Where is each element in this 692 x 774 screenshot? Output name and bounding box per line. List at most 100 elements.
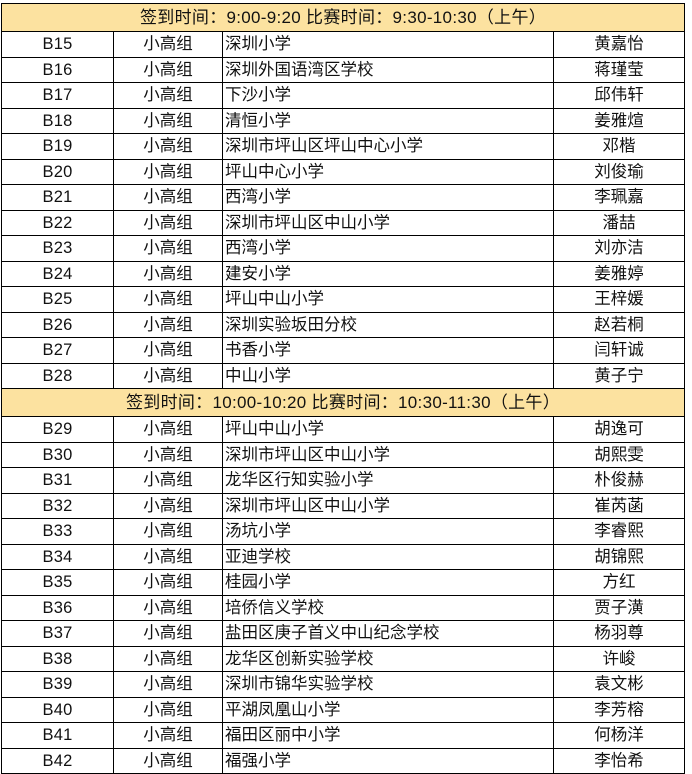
table-row: B30 小高组 深圳市坪山区中山小学 胡熙雯 [1,441,686,468]
cell-group: 小高组 [113,492,223,519]
cell-participant-name: 崔芮菡 [552,492,686,519]
cell-school: 深圳市坪山区中山小学 [222,209,554,236]
cell-participant-name: 邱伟轩 [552,82,686,109]
cell-group: 小高组 [113,209,223,236]
cell-group: 小高组 [113,82,223,109]
cell-group: 小高组 [113,260,223,287]
cell-participant-name: 杨羽尊 [552,620,686,647]
cell-participant-id: B42 [1,747,114,774]
cell-group: 小高组 [113,569,223,596]
cell-school: 龙华区创新实验学校 [222,645,554,672]
spreadsheet-canvas: 签到时间：9:00-9:20 比赛时间：9:30-10:30（上午） B15 小高组… [0,3,686,774]
cell-participant-name: 李怡希 [552,747,686,774]
table-row: B25 小高组 坪山中山小学 王梓媛 [1,286,686,313]
cell-participant-name: 潘喆 [552,209,686,236]
cell-participant-name: 邓楷 [552,133,686,160]
session-header-label: 签到时间：9:00-9:20 比赛时间：9:30-10:30（上午） [0,3,686,32]
table-row: B37 小高组 盐田区庚子首义中山纪念学校 杨羽尊 [1,620,686,647]
cell-participant-id: B17 [1,82,114,109]
table-row: B27 小高组 书香小学 闫轩诚 [1,337,686,364]
cell-school: 下沙小学 [222,82,554,109]
table-row: B32 小高组 深圳市坪山区中山小学 崔芮菡 [1,492,686,519]
cell-school: 桂园小学 [222,569,554,596]
cell-group: 小高组 [113,467,223,494]
cell-participant-name: 李芳榕 [552,696,686,723]
cell-school: 深圳市坪山区中山小学 [222,492,554,519]
cell-participant-id: B29 [1,416,114,443]
cell-school: 汤坑小学 [222,518,554,545]
table-row: B41 小高组 福田区丽中小学 何杨洋 [1,722,686,749]
cell-participant-id: B18 [1,107,114,134]
cell-participant-name: 姜雅煊 [552,107,686,134]
table-row: B18 小高组 清恒小学 姜雅煊 [1,107,686,134]
cell-school: 福强小学 [222,747,554,774]
table-row: B31 小高组 龙华区行知实验小学 朴俊赫 [1,467,686,494]
table-row: B40 小高组 平湖凤凰山小学 李芳榕 [1,696,686,723]
cell-school: 建安小学 [222,260,554,287]
table-row: B36 小高组 培侨信义学校 贾子潢 [1,594,686,621]
cell-group: 小高组 [113,133,223,160]
cell-participant-name: 李珮嘉 [552,184,686,211]
cell-participant-name: 闫轩诚 [552,337,686,364]
cell-participant-name: 袁文彬 [552,671,686,698]
cell-participant-id: B37 [1,620,114,647]
cell-group: 小高组 [113,31,223,58]
cell-participant-id: B33 [1,518,114,545]
cell-group: 小高组 [113,56,223,83]
cell-participant-id: B35 [1,569,114,596]
cell-group: 小高组 [113,235,223,262]
session-header-row: 签到时间：9:00-9:20 比赛时间：9:30-10:30（上午） [0,3,686,32]
cell-participant-id: B40 [1,696,114,723]
table-row: B26 小高组 深圳实验坂田分校 赵若桐 [1,311,686,338]
cell-participant-id: B25 [1,286,114,313]
table-row: B39 小高组 深圳市锦华实验学校 袁文彬 [1,671,686,698]
cell-participant-id: B36 [1,594,114,621]
cell-group: 小高组 [113,158,223,185]
cell-participant-name: 贾子潢 [552,594,686,621]
cell-participant-id: B38 [1,645,114,672]
table-row: B38 小高组 龙华区创新实验学校 许峻 [1,645,686,672]
cell-group: 小高组 [113,107,223,134]
table-row: B17 小高组 下沙小学 邱伟轩 [1,82,686,109]
cell-participant-id: B23 [1,235,114,262]
cell-participant-id: B20 [1,158,114,185]
cell-participant-name: 赵若桐 [552,311,686,338]
cell-participant-name: 朴俊赫 [552,467,686,494]
cell-school: 深圳市坪山区坪山中心小学 [222,133,554,160]
table-row: B15 小高组 深圳小学 黄嘉怡 [1,31,686,58]
table-row: B29 小高组 坪山中山小学 胡逸可 [1,416,686,443]
roster-table: 签到时间：9:00-9:20 比赛时间：9:30-10:30（上午） B15 小高组… [0,3,686,774]
cell-participant-name: 姜雅婷 [552,260,686,287]
cell-participant-name: 胡锦熙 [552,543,686,570]
cell-group: 小高组 [113,184,223,211]
cell-school: 深圳实验坂田分校 [222,311,554,338]
table-row: B34 小高组 亚迪学校 胡锦熙 [1,543,686,570]
cell-group: 小高组 [113,441,223,468]
cell-group: 小高组 [113,645,223,672]
cell-school: 坪山中山小学 [222,286,554,313]
cell-participant-id: B41 [1,722,114,749]
cell-group: 小高组 [113,543,223,570]
cell-participant-id: B21 [1,184,114,211]
table-row: B42 小高组 福强小学 李怡希 [1,747,686,774]
cell-participant-name: 蒋瑾莹 [552,56,686,83]
session-header-row: 签到时间：10:00-10:20 比赛时间：10:30-11:30（上午） [0,388,686,417]
cell-group: 小高组 [113,416,223,443]
cell-group: 小高组 [113,671,223,698]
roster-table-body: 签到时间：9:00-9:20 比赛时间：9:30-10:30（上午） B15 小高组… [0,3,686,774]
cell-group: 小高组 [113,311,223,338]
cell-school: 坪山中山小学 [222,416,554,443]
cell-participant-id: B39 [1,671,114,698]
cell-group: 小高组 [113,722,223,749]
cell-participant-id: B15 [1,31,114,58]
table-row: B21 小高组 西湾小学 李珮嘉 [1,184,686,211]
session-header-label: 签到时间：10:00-10:20 比赛时间：10:30-11:30（上午） [0,388,686,417]
cell-school: 西湾小学 [222,235,554,262]
cell-group: 小高组 [113,747,223,774]
cell-participant-name: 刘俊瑜 [552,158,686,185]
cell-participant-name: 黄子宁 [552,362,686,389]
cell-school: 平湖凤凰山小学 [222,696,554,723]
cell-participant-id: B27 [1,337,114,364]
cell-group: 小高组 [113,518,223,545]
cell-school: 坪山中心小学 [222,158,554,185]
